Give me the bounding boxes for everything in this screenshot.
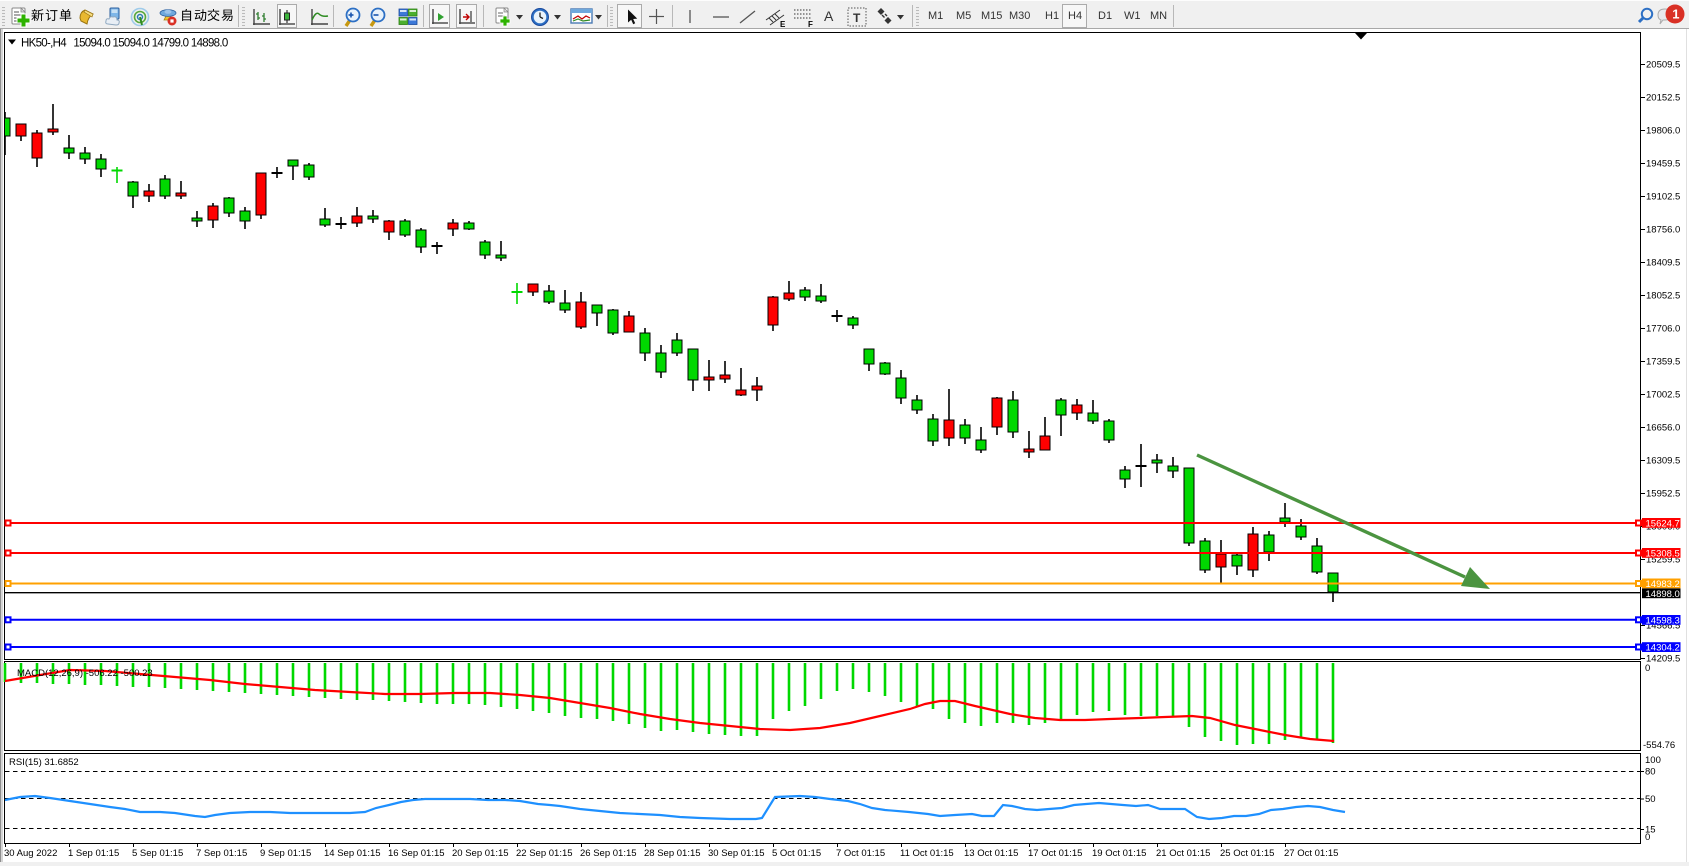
svg-text:19 Oct 01:15: 19 Oct 01:15: [1092, 848, 1146, 859]
svg-text:15952.5: 15952.5: [1646, 489, 1680, 500]
svg-text:15624.7: 15624.7: [1646, 518, 1680, 529]
svg-text:5 Oct 01:15: 5 Oct 01:15: [772, 848, 821, 859]
svg-text:20152.5: 20152.5: [1646, 93, 1680, 104]
svg-text:0: 0: [1645, 832, 1650, 843]
svg-text:9 Sep 01:15: 9 Sep 01:15: [260, 848, 311, 859]
svg-text:28 Sep 01:15: 28 Sep 01:15: [644, 848, 701, 859]
svg-text:14566.5: 14566.5: [1646, 621, 1680, 632]
svg-text:25 Oct 01:15: 25 Oct 01:15: [1220, 848, 1274, 859]
svg-text:0: 0: [1645, 663, 1650, 674]
svg-text:7 Oct 01:15: 7 Oct 01:15: [836, 848, 885, 859]
svg-text:22 Sep 01:15: 22 Sep 01:15: [516, 848, 573, 859]
svg-text:20509.5: 20509.5: [1646, 60, 1680, 71]
svg-text:21 Oct 01:15: 21 Oct 01:15: [1156, 848, 1210, 859]
svg-text:27 Oct 01:15: 27 Oct 01:15: [1284, 848, 1338, 859]
svg-text:15308.5: 15308.5: [1646, 548, 1680, 559]
svg-text:30 Aug 2022: 30 Aug 2022: [4, 848, 57, 859]
svg-text:15: 15: [1645, 825, 1656, 836]
svg-text:17359.5: 17359.5: [1646, 357, 1680, 368]
svg-text:26 Sep 01:15: 26 Sep 01:15: [580, 848, 637, 859]
svg-text:16309.5: 16309.5: [1646, 456, 1680, 467]
svg-text:7 Sep 01:15: 7 Sep 01:15: [196, 848, 247, 859]
svg-text:19806.0: 19806.0: [1646, 126, 1680, 137]
svg-text:17 Oct 01:15: 17 Oct 01:15: [1028, 848, 1082, 859]
svg-text:20 Sep 01:15: 20 Sep 01:15: [452, 848, 509, 859]
svg-text:100: 100: [1645, 755, 1661, 766]
svg-text:RSI(15) 31.6852: RSI(15) 31.6852: [9, 757, 79, 768]
svg-text:13 Oct 01:15: 13 Oct 01:15: [964, 848, 1018, 859]
svg-text:HK50-,H4 15094.0 15094.0 147: HK50-,H4 15094.0 15094.0 14799.0 14898.0: [21, 38, 228, 50]
svg-text:30 Sep 01:15: 30 Sep 01:15: [708, 848, 765, 859]
svg-text:18409.5: 18409.5: [1646, 258, 1680, 269]
svg-text:16656.0: 16656.0: [1646, 423, 1680, 434]
svg-text:11 Oct 01:15: 11 Oct 01:15: [900, 848, 954, 859]
svg-text:14 Sep 01:15: 14 Sep 01:15: [324, 848, 381, 859]
svg-text:1 Sep 01:15: 1 Sep 01:15: [68, 848, 119, 859]
svg-text:18756.0: 18756.0: [1646, 225, 1680, 236]
svg-text:F: F: [808, 20, 813, 28]
svg-text:14209.5: 14209.5: [1646, 654, 1680, 665]
svg-text:1: 1: [1672, 7, 1679, 22]
svg-text:15259.5: 15259.5: [1646, 555, 1680, 566]
svg-text:-554.76: -554.76: [1643, 740, 1675, 751]
svg-text:14898.0: 14898.0: [1646, 589, 1680, 600]
svg-text:T: T: [853, 11, 861, 25]
svg-text:17706.0: 17706.0: [1646, 324, 1680, 335]
svg-text:14304.2: 14304.2: [1646, 643, 1680, 654]
svg-text:19102.5: 19102.5: [1646, 192, 1680, 203]
svg-text:80: 80: [1645, 767, 1656, 778]
svg-text:18052.5: 18052.5: [1646, 291, 1680, 302]
svg-text:5 Sep 01:15: 5 Sep 01:15: [132, 848, 183, 859]
svg-text:14983.2: 14983.2: [1646, 579, 1680, 590]
svg-text:50: 50: [1645, 794, 1656, 805]
svg-text:MACD(12,26,9) -506.22 -500.23: MACD(12,26,9) -506.22 -500.23: [17, 668, 153, 679]
svg-text:16 Sep 01:15: 16 Sep 01:15: [388, 848, 445, 859]
svg-text:19459.5: 19459.5: [1646, 159, 1680, 170]
svg-text:17002.5: 17002.5: [1646, 390, 1680, 401]
svg-text:14598.3: 14598.3: [1646, 615, 1680, 626]
svg-text:E: E: [780, 20, 786, 28]
